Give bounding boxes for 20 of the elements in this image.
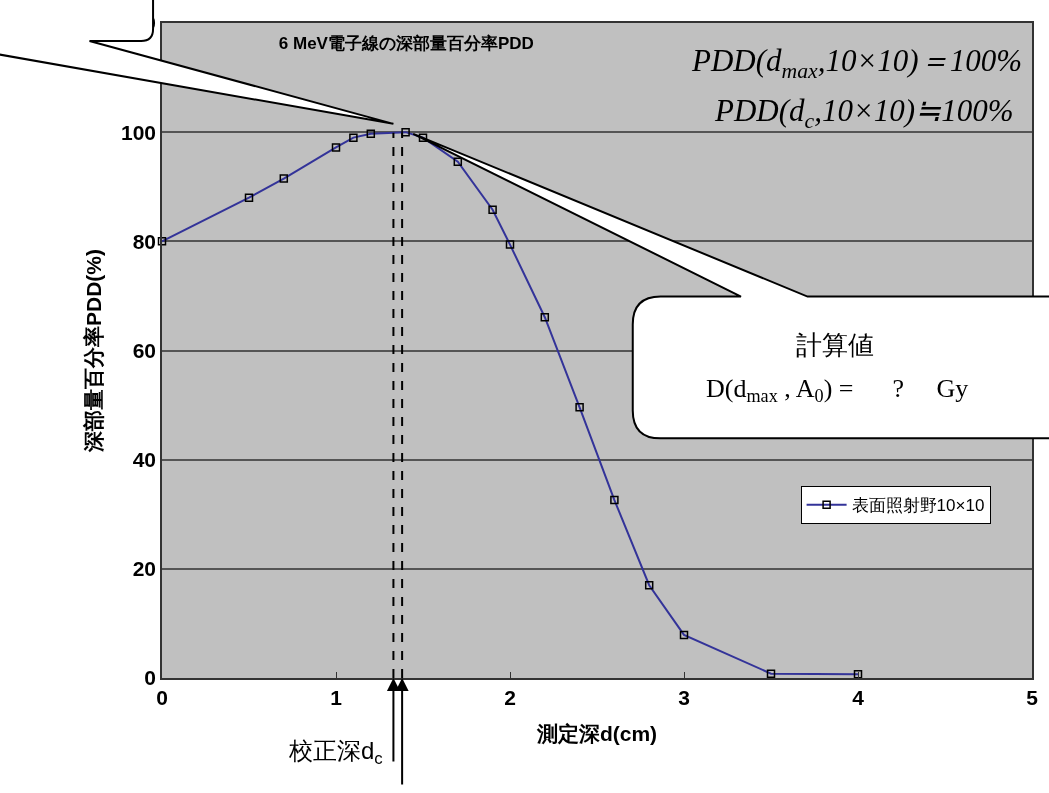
x-tick-label: 1 — [330, 685, 343, 709]
y-axis-title: 深部量百分率PDD(%) — [81, 249, 105, 453]
annotation: PDD(d$_{max}$,10×10)＝100% — [691, 43, 1023, 83]
ref-line-label: 校正深d$_{c}$ — [288, 737, 383, 769]
x-tick-label: 2 — [504, 685, 516, 709]
y-tick-label: 80 — [132, 229, 157, 253]
annotation: PDD(d$_{c}$,10×10)≒100% — [714, 93, 1014, 133]
annotation: 計算値 — [796, 331, 874, 360]
y-tick-label: 100 — [121, 120, 157, 144]
y-tick-label: 60 — [132, 338, 157, 362]
y-tick-label: 0 — [144, 666, 157, 690]
legend-label: 表面照射野10×10 — [851, 496, 985, 516]
annotation: D(d$_{max}$ , A$_{0}$) = ? Gy — [706, 374, 969, 407]
x-tick-label: 5 — [1026, 685, 1039, 709]
y-tick-label: 40 — [132, 448, 157, 472]
text: 6 MeV電子線の深部量百分率PDD — [278, 33, 534, 53]
x-tick-label: 3 — [678, 685, 690, 709]
x-axis-title: 測定深d(cm) — [535, 721, 658, 745]
y-tick-label: 20 — [132, 557, 157, 581]
x-tick-label: 4 — [852, 685, 865, 709]
